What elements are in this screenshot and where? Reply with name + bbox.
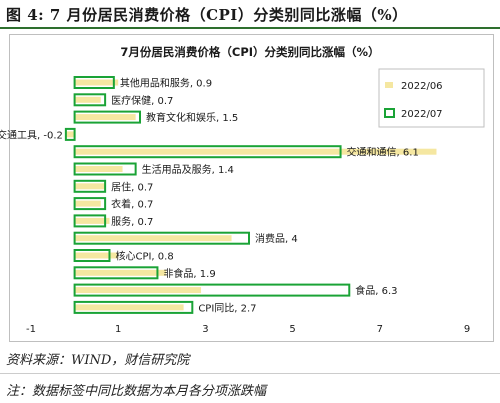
- data-label: 核心CPI, 0.8: [115, 250, 173, 263]
- bar-2022-07: [73, 93, 107, 107]
- data-label: 衣着, 0.7: [111, 198, 153, 211]
- data-label: 非食品, 1.9: [163, 267, 215, 280]
- x-tick-label: 3: [202, 324, 208, 335]
- bar-2022-06: [74, 166, 123, 172]
- legend-label-2022-07: 2022/07: [401, 109, 443, 120]
- bar-2022-07: [73, 110, 141, 124]
- data-label: 居住, 0.7: [111, 180, 153, 193]
- bar-2022-06: [74, 148, 437, 155]
- figure-title: 图 4: 7 月份居民消费价格（CPI）分类别同比涨幅（%）: [6, 6, 408, 24]
- x-tick-label: 7: [377, 324, 383, 335]
- bar-2022-06: [74, 96, 101, 103]
- data-label: 生活用品及服务, 1.4: [142, 163, 234, 176]
- bar-2022-07: [73, 283, 351, 297]
- bar-2022-07: [73, 76, 115, 89]
- bar-2022-07: [73, 300, 194, 314]
- chart-legend: 2022/06 2022/07: [378, 68, 485, 128]
- bar-2022-06: [65, 131, 75, 138]
- bar-2022-07: [73, 214, 107, 228]
- source-note: 资料来源：WIND，财信研究院: [6, 353, 190, 368]
- footer-rule: [0, 373, 500, 374]
- bar-2022-06: [74, 183, 106, 190]
- bar-2022-06: [74, 252, 119, 259]
- data-label: 消费品, 4: [255, 232, 298, 245]
- x-tick-label: 9: [464, 324, 470, 335]
- legend-label-2022-06: 2022/06: [401, 81, 443, 92]
- bar-2022-06: [74, 114, 136, 121]
- bar-2022-07: [73, 249, 111, 262]
- data-labels-layer: 其他用品和服务, 0.9 医疗保健, 0.7 教育文化和娱乐, 1.5 交通工具, -…: [0, 77, 419, 315]
- bar-2022-06: [74, 217, 110, 224]
- bars-layer: [64, 76, 437, 314]
- bar-2022-06: [74, 287, 202, 294]
- data-label-note: 注：数据标签中同比数据为本月各分项涨跌幅: [6, 384, 267, 399]
- bar-2022-07: [73, 179, 107, 193]
- data-label: 服务, 0.7: [111, 215, 153, 228]
- bar-2022-06: [74, 79, 119, 86]
- data-label: 食品, 6.3: [355, 284, 397, 297]
- bar-2022-07: [64, 127, 76, 141]
- bar-2022-06: [74, 200, 101, 207]
- x-tick-label: -1: [26, 324, 36, 335]
- chart-title: 7月份居民消费价格（CPI）分类别同比涨幅（%）: [120, 45, 379, 59]
- data-label: 教育文化和娱乐, 1.5: [146, 111, 238, 124]
- bar-2022-06: [74, 269, 167, 276]
- bar-2022-06: [74, 304, 184, 311]
- data-label: 医疗保健, 0.7: [111, 94, 173, 107]
- data-label: 交通和通信, 6.1: [347, 146, 419, 159]
- bar-2022-07: [73, 162, 137, 176]
- bar-2022-07: [73, 145, 342, 159]
- x-axis: -1 1 3 5 7 9: [26, 324, 470, 335]
- bar-2022-06: [74, 235, 232, 242]
- x-tick-label: 1: [115, 324, 121, 335]
- data-label: 交通工具, -0.2: [0, 128, 63, 141]
- bar-2022-07: [73, 266, 159, 280]
- cpi-bar-chart: 7月份居民消费价格（CPI）分类别同比涨幅（%） 2022/062022/07 …: [0, 45, 485, 335]
- legend-box: [378, 68, 485, 128]
- data-label: CPI同比, 2.7: [198, 302, 256, 314]
- x-tick-label: 5: [289, 324, 295, 335]
- bar-2022-07: [73, 197, 107, 211]
- data-label: 其他用品和服务, 0.9: [120, 77, 212, 90]
- bar-2022-07: [73, 231, 250, 245]
- legend-swatch-2022-07: [384, 108, 395, 118]
- title-rule: [0, 27, 500, 29]
- legend-swatch-2022-06: [385, 82, 393, 88]
